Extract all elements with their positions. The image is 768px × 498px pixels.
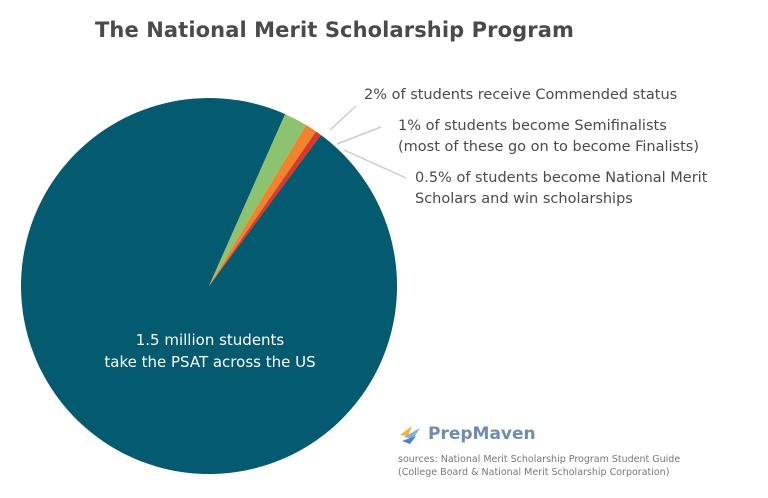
pie-slice-semifinalists bbox=[209, 125, 317, 287]
pie-slice-scholars bbox=[209, 131, 321, 286]
leader-line-semifinalists bbox=[336, 126, 382, 145]
annotation-semifinalists-line-1: 1% of students become Semifinalists bbox=[398, 118, 667, 134]
logo-text: PrepMaven bbox=[428, 424, 536, 444]
annotation-scholars: 0.5% of students become National Merit S… bbox=[415, 168, 707, 210]
pie-slice-main bbox=[21, 98, 398, 475]
main-slice-label-line-1: 1.5 million students bbox=[135, 331, 285, 349]
chart-title: The National Merit Scholarship Program bbox=[95, 18, 574, 42]
leader-line-commended bbox=[329, 105, 357, 131]
annotation-scholars-line-2: Scholars and win scholarships bbox=[415, 191, 633, 207]
annotation-scholars-line-1: 0.5% of students become National Merit bbox=[415, 170, 708, 186]
annotation-commended-text: 2% of students receive Commended status bbox=[364, 87, 678, 103]
sources-line-2: (College Board & National Merit Scholars… bbox=[398, 467, 670, 478]
annotation-semifinalists-line-2: (most of these go on to become Finalists… bbox=[398, 139, 700, 155]
prepmaven-logo: PrepMaven bbox=[398, 421, 536, 447]
leader-line-scholars bbox=[343, 149, 407, 179]
annotation-semifinalists: 1% of students become Semifinalists (mos… bbox=[398, 116, 699, 158]
sources-line-1: sources: National Merit Scholarship Prog… bbox=[398, 454, 681, 465]
main-slice-label: 1.5 million students take the PSAT acros… bbox=[60, 329, 360, 373]
prepmaven-bird-logo-icon bbox=[400, 426, 420, 444]
pie-slice-commended bbox=[209, 114, 307, 287]
sources-note: sources: National Merit Scholarship Prog… bbox=[398, 453, 680, 479]
main-slice-label-line-2: take the PSAT across the US bbox=[104, 353, 316, 371]
annotation-commended: 2% of students receive Commended status bbox=[364, 85, 677, 106]
